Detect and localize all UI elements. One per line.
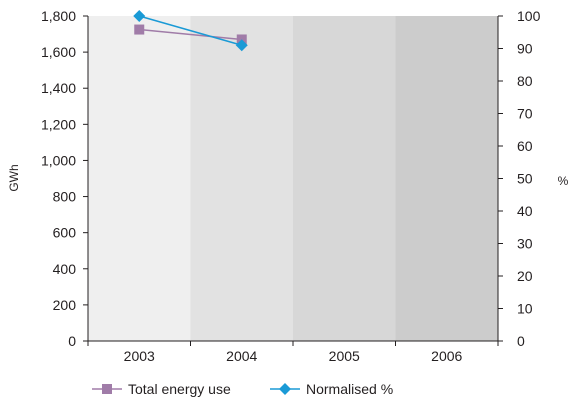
left-tick-label: 0: [68, 333, 76, 349]
right-tick-label: 50: [517, 171, 533, 187]
x-tick-label-2004: 2004: [226, 348, 257, 364]
left-tick-label: 1,800: [41, 8, 76, 24]
legend-item: Normalised %: [270, 381, 393, 397]
legend: Total energy use Normalised %: [92, 381, 393, 397]
left-axis-title: GWh: [7, 164, 21, 191]
right-tick-label: 90: [517, 41, 533, 57]
right-tick-label: 70: [517, 106, 533, 122]
legend-label: Total energy use: [128, 381, 231, 397]
right-tick-label: 100: [517, 8, 541, 24]
data-point: [134, 24, 145, 35]
series-line: [139, 15, 242, 46]
left-tick-label: 600: [53, 225, 77, 241]
x-tick-label-2003: 2003: [124, 348, 155, 364]
left-tick-label: 200: [53, 297, 77, 313]
series: [133, 10, 248, 52]
right-axis-ticks: 0 10 20 30 40 50 60 70 80 90 100: [498, 8, 541, 349]
category-band-2005: [293, 16, 396, 341]
right-tick-label: 40: [517, 203, 533, 219]
left-axis-ticks: 0 200 400 600 800 1,000 1,200 1,400 1,600 1,800: [41, 8, 88, 349]
legend-marker: [102, 384, 112, 394]
left-tick-label: 1,000: [41, 152, 76, 168]
right-tick-label: 20: [517, 268, 533, 284]
x-tick-label-2005: 2005: [329, 348, 360, 364]
series-1: [133, 10, 248, 52]
legend-item: Total energy use: [92, 381, 231, 397]
category-bands: [88, 16, 498, 341]
right-tick-label: 60: [517, 138, 533, 154]
right-tick-label: 30: [517, 236, 533, 252]
category-band-2004: [190, 16, 293, 341]
category-band-2003: [88, 16, 191, 341]
right-tick-label: 0: [517, 333, 525, 349]
left-tick-label: 800: [53, 189, 77, 205]
x-tick-label-2006: 2006: [431, 348, 462, 364]
data-point: [235, 39, 248, 52]
right-tick-label: 10: [517, 301, 533, 317]
category-band-2006: [395, 16, 498, 341]
right-tick-label: 80: [517, 73, 533, 89]
left-tick-label: 400: [53, 261, 77, 277]
data-point: [133, 10, 146, 22]
right-axis-title: %: [558, 174, 569, 188]
left-tick-label: 1,200: [41, 116, 76, 132]
legend-marker: [279, 383, 291, 395]
left-tick-label: 1,600: [41, 44, 76, 60]
legend-label: Normalised %: [306, 381, 393, 397]
series-line: [139, 28, 242, 41]
left-tick-label: 1,400: [41, 80, 76, 96]
x-axis-ticks: 2003 2004 2005 2006: [87, 341, 499, 364]
